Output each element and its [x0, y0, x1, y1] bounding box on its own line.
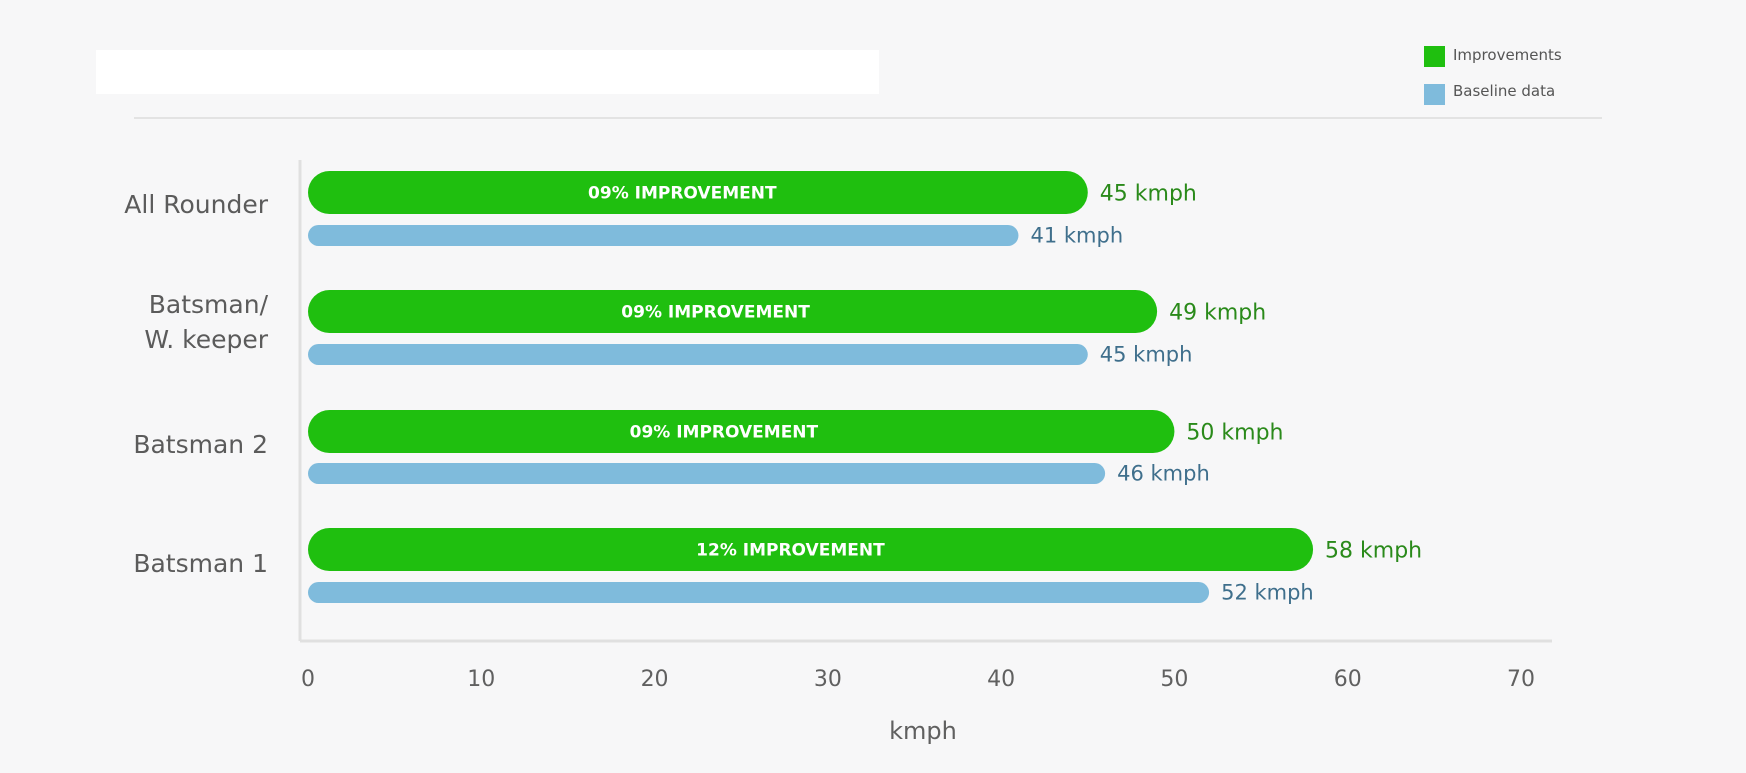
improvement-bar-label: 09% IMPROVEMENT [621, 303, 810, 323]
improvement-bar-label: 12% IMPROVEMENT [696, 541, 885, 561]
x-axis-title: kmph [889, 717, 957, 745]
x-tick-label: 50 [1160, 667, 1188, 692]
chart-title-box [96, 50, 879, 94]
bars-group: 09% IMPROVEMENT 45 kmph 41 kmph 09% IMPROVE… [308, 171, 1422, 605]
improvement-value-label: 45 kmph [1100, 182, 1197, 207]
baseline-bar [308, 463, 1106, 484]
x-tick-label: 20 [641, 667, 669, 692]
legend-swatch-baseline [1424, 84, 1445, 105]
legend-label-improvements: Improvements [1453, 46, 1562, 64]
baseline-value-label: 52 kmph [1221, 581, 1314, 605]
x-tick-label: 10 [467, 667, 495, 692]
legend: Improvements Baseline data [1424, 46, 1562, 105]
improvement-value-label: 49 kmph [1169, 301, 1266, 326]
category-label: Batsman 1 [133, 549, 268, 578]
category-label: Batsman 2 [133, 430, 268, 459]
improvement-value-label: 50 kmph [1186, 421, 1283, 446]
legend-swatch-improvements [1424, 46, 1445, 67]
category-label: All Rounder [124, 190, 268, 219]
improvement-bar [308, 290, 1158, 333]
baseline-bar [308, 582, 1210, 603]
x-tick-label: 60 [1334, 667, 1362, 692]
improvement-bar-label: 09% IMPROVEMENT [630, 423, 819, 443]
improvement-bar [308, 410, 1175, 453]
improvement-bar [308, 528, 1314, 571]
improvement-bar-label: 09% IMPROVEMENT [588, 184, 777, 204]
x-tick-label: 70 [1507, 667, 1535, 692]
x-tick-label: 0 [301, 667, 315, 692]
baseline-bar [308, 344, 1088, 365]
improvement-value-label: 58 kmph [1325, 539, 1422, 564]
baseline-value-label: 41 kmph [1030, 224, 1123, 248]
baseline-value-label: 45 kmph [1100, 343, 1193, 367]
baseline-value-label: 46 kmph [1117, 462, 1210, 486]
baseline-bar [308, 225, 1019, 246]
x-tick-label: 30 [814, 667, 842, 692]
legend-label-baseline: Baseline data [1453, 82, 1555, 100]
x-tick-labels: 0 10 20 30 40 50 60 70 [301, 667, 1535, 692]
improvement-bar [308, 171, 1088, 214]
category-labels: All Rounder Batsman/W. keeper Batsman 2 Bat… [124, 190, 268, 578]
x-tick-label: 40 [987, 667, 1015, 692]
category-label: Batsman/W. keeper [144, 290, 268, 354]
